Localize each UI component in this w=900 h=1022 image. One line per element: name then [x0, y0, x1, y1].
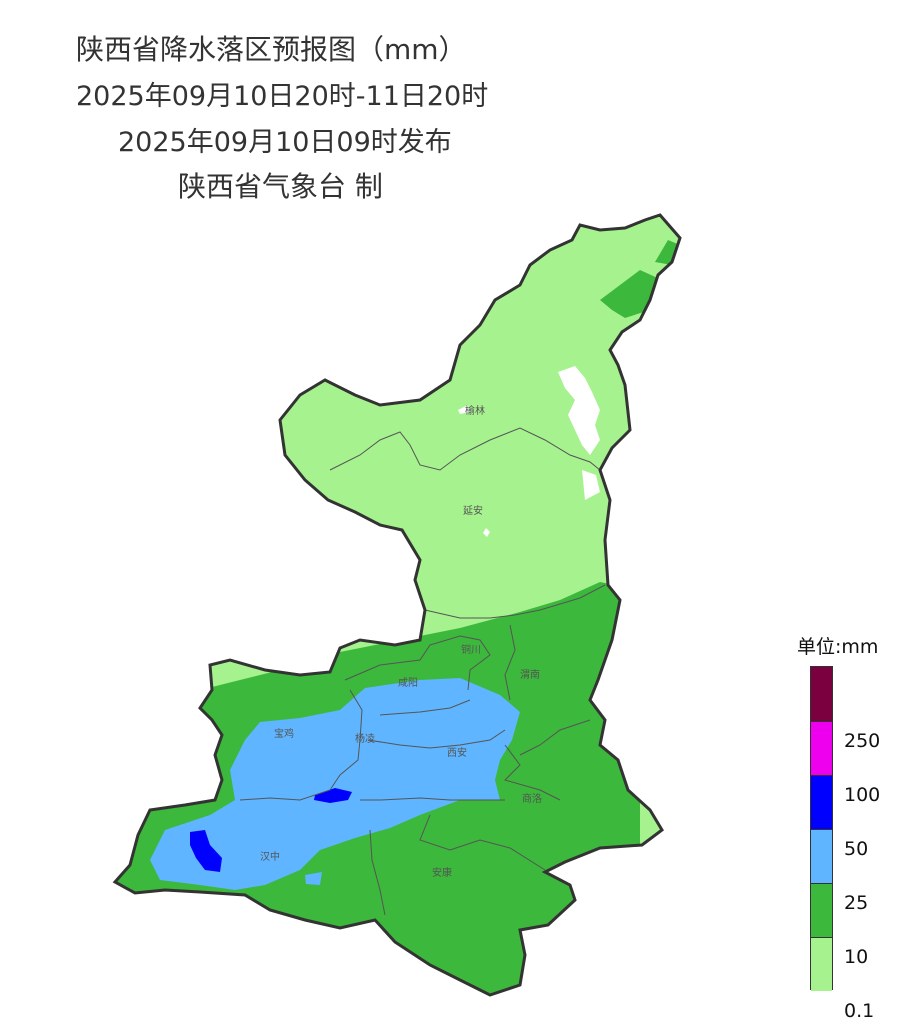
rain-zone-heavy-spot — [305, 872, 322, 885]
city-label-xianyang: 咸阳 — [398, 677, 418, 689]
city-boundaries — [239, 427, 606, 916]
legend-color-bar — [810, 666, 833, 991]
city-label-ankang: 安康 — [432, 866, 452, 879]
forecast-period: 2025年09月10日20时-11日20时 — [76, 81, 489, 112]
legend-label: 100 — [844, 784, 881, 806]
rain-zone-heavy — [150, 678, 520, 890]
city-label-yangling: 杨凌 — [355, 732, 375, 745]
no-rain-patch — [558, 366, 600, 455]
city-label-xian: 西安 — [447, 746, 467, 759]
legend-label: 0.1 — [844, 1000, 875, 1022]
legend-label: 250 — [844, 730, 881, 752]
map-title: 陕西省降水落区预报图（mm） — [76, 33, 467, 66]
legend-label: 10 — [844, 946, 869, 968]
legend-label: 25 — [844, 892, 869, 914]
issue-time: 2025年09月10日09时发布 — [118, 127, 452, 158]
city-label-weinan: 渭南 — [520, 668, 540, 681]
city-label-yulin: 榆林 — [465, 404, 485, 417]
legend-unit: 单位:mm — [797, 636, 879, 658]
rain-zone-storm-central — [314, 788, 352, 803]
issuer: 陕西省气象台 制 — [178, 170, 383, 203]
legend-swatch — [811, 775, 832, 829]
legend-swatch — [811, 829, 832, 883]
no-rain-patch — [582, 470, 600, 500]
city-label-tongchuan: 铜川 — [461, 644, 481, 656]
legend-label: 50 — [844, 838, 869, 860]
legend-swatch — [811, 721, 832, 775]
legend-swatch — [811, 883, 832, 937]
city-label-yanan: 延安 — [463, 504, 483, 517]
city-label-hanzhong: 汉中 — [260, 850, 280, 863]
city-label-baoji: 宝鸡 — [274, 727, 294, 740]
rainfall-layers — [115, 215, 680, 995]
legend-swatch — [811, 667, 832, 721]
rain-zone-storm-hanzhong — [190, 830, 222, 872]
no-rain-patch — [483, 528, 490, 537]
city-label-shangluo: 商洛 — [522, 792, 542, 805]
no-rain-patch — [458, 405, 470, 414]
legend-swatch — [811, 937, 832, 991]
